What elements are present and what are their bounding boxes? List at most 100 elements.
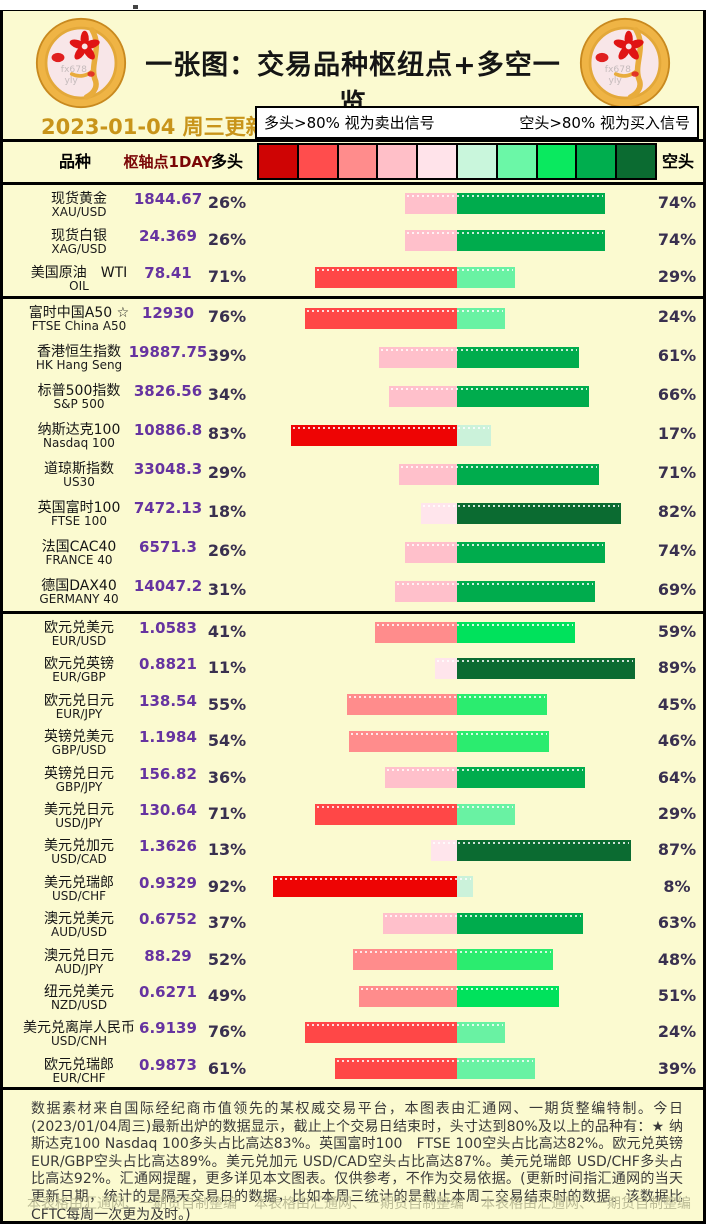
instrument-symbol: XAU/USD xyxy=(51,205,107,219)
instrument-name: 欧元兑美元 xyxy=(44,620,114,636)
long-bar-segment xyxy=(349,730,457,752)
table-row: 香港恒生指数 HK Hang Seng 19887.75 39% 61% xyxy=(3,338,703,377)
instrument-symbol: EUR/GBP xyxy=(52,670,106,685)
short-bar-segment xyxy=(457,581,595,602)
long-percent: 71% xyxy=(207,267,247,286)
short-percent: 46% xyxy=(657,731,697,751)
sentiment-bar xyxy=(405,542,605,563)
short-bar-segment xyxy=(457,347,579,368)
sentiment-bar xyxy=(353,949,553,971)
sentiment-bar xyxy=(395,581,595,602)
column-header-long: 多头 xyxy=(210,152,243,171)
long-percent: 55% xyxy=(207,694,247,714)
instrument-symbol: GBP/JPY xyxy=(55,779,103,794)
long-bar-segment xyxy=(315,267,457,288)
long-bar-segment xyxy=(335,1058,457,1080)
short-percent: 69% xyxy=(657,580,697,599)
long-bar-segment xyxy=(305,1021,457,1043)
short-percent: 63% xyxy=(657,913,697,933)
short-percent: 48% xyxy=(657,949,697,969)
short-bar-segment xyxy=(457,876,473,898)
section-commodities: 现货黄金 XAU/USD 1844.67 26% 74% 现货白银 XAG/USD 24.36… xyxy=(3,185,703,299)
credit-text: 本表格由汇通网、一期货自制整编 xyxy=(481,1196,691,1212)
short-percent: 24% xyxy=(657,1022,697,1042)
short-bar-segment xyxy=(457,503,621,524)
update-date: 2023-01-04 周三更新 xyxy=(41,115,267,139)
column-header-pivot: 枢轴点1DAY xyxy=(123,153,213,171)
short-percent: 66% xyxy=(657,385,697,404)
table-row: 富时中国A50 ☆ FTSE China A50 12930 76% 24% xyxy=(3,299,703,338)
credit-text: 本表格由汇通网、一期货自制整编 xyxy=(254,1196,464,1212)
short-percent: 64% xyxy=(657,767,697,787)
short-bar-segment xyxy=(457,193,605,214)
table-row: 法国CAC40 FRANCE 40 6571.3 26% 74% xyxy=(3,533,703,572)
instrument-name: 欧元兑瑞郎 xyxy=(44,1056,114,1073)
pivot-value: 12930 xyxy=(141,304,195,322)
instrument-name: 富时中国A50 ☆ xyxy=(28,305,130,321)
table-row: 欧元兑英镑 EUR/GBP 0.8821 11% 89% xyxy=(3,650,703,686)
instrument-symbol: AUD/JPY xyxy=(54,961,104,976)
short-percent: 24% xyxy=(657,307,697,326)
long-bar-segment xyxy=(399,464,457,485)
instrument-symbol: EUR/JPY xyxy=(55,706,103,721)
pivot-value: 6571.3 xyxy=(139,538,197,556)
sentiment-bar xyxy=(405,230,605,251)
sentiment-bar xyxy=(315,267,515,288)
table-row: 澳元兑日元 AUD/JPY 88.29 52% 48% xyxy=(3,942,703,978)
long-bar-segment xyxy=(359,985,457,1007)
signal-legend-box: 多头>80% 视为卖出信号 空头>80% 视为买入信号 xyxy=(255,106,699,139)
instrument-symbol: GERMANY 40 xyxy=(39,592,119,606)
sentiment-bar xyxy=(347,694,547,716)
long-bar-segment xyxy=(421,503,457,524)
long-percent: 39% xyxy=(207,346,247,365)
pivot-value: 88.29 xyxy=(144,946,192,965)
table-row: 欧元兑美元 EUR/USD 1.0583 41% 59% xyxy=(3,614,703,650)
short-percent: 17% xyxy=(657,424,697,443)
instrument-name: 纽元兑美元 xyxy=(44,983,114,1000)
instrument-name: 美元兑瑞郎 xyxy=(44,874,114,891)
column-header-short: 空头 xyxy=(661,152,694,171)
short-bar-segment xyxy=(457,1058,535,1080)
long-bar-segment xyxy=(273,876,457,898)
pivot-value: 0.8821 xyxy=(139,655,197,674)
instrument-name: 现货白银 xyxy=(51,228,107,244)
pivot-value: 1.0583 xyxy=(139,619,197,637)
short-percent: 87% xyxy=(657,840,697,860)
sentiment-bar xyxy=(431,840,631,862)
scale-cell xyxy=(418,145,458,178)
scale-cell xyxy=(577,145,618,178)
long-bar-segment xyxy=(395,581,457,602)
pivot-value: 6.9139 xyxy=(139,1019,197,1038)
instrument-symbol: US30 xyxy=(63,475,95,489)
instrument-symbol: EUR/USD xyxy=(51,634,107,648)
long-percent: 18% xyxy=(207,502,247,521)
long-bar-segment xyxy=(405,193,457,214)
sentiment-bar xyxy=(405,193,605,214)
short-percent: 51% xyxy=(657,985,697,1005)
scale-cell xyxy=(259,145,299,178)
section-forex: 欧元兑美元 EUR/USD 1.0583 41% 59% 欧元兑英镑 EUR/GBP 0.88… xyxy=(3,614,703,1091)
sentiment-bar xyxy=(305,308,505,329)
instruments-table: 现货黄金 XAU/USD 1844.67 26% 74% 现货白银 XAG/USD 24.36… xyxy=(3,185,703,1091)
table-row: 美元兑瑞郎 USD/CHF 0.9329 92% 8% xyxy=(3,869,703,905)
gold-coin-flower-icon: fx678 yly xyxy=(35,17,127,109)
long-bar-segment xyxy=(291,425,457,446)
short-bar-segment xyxy=(457,694,547,716)
long-bar-segment xyxy=(385,767,457,789)
short-bar-segment xyxy=(457,267,515,288)
instrument-name: 标普500指数 xyxy=(37,383,121,399)
instrument-name: 美元兑离岸人民币 xyxy=(23,1020,135,1037)
scale-cell xyxy=(497,145,538,178)
table-row: 英镑兑美元 GBP/USD 1.1984 54% 46% xyxy=(3,723,703,759)
long-bar-segment xyxy=(431,840,457,862)
pivot-value: 130.64 xyxy=(139,800,197,819)
instrument-symbol: FRANCE 40 xyxy=(45,553,113,567)
long-percent: 49% xyxy=(207,985,247,1005)
credit-text: 本表格由汇通网、一期货自制整编 xyxy=(27,1196,237,1212)
instrument-symbol: OIL xyxy=(69,279,89,293)
instrument-symbol: EUR/CHF xyxy=(52,1070,106,1085)
instrument-name: 纳斯达克100 xyxy=(37,422,121,438)
instrument-symbol: AUD/USD xyxy=(51,925,107,940)
short-bar-segment xyxy=(457,803,515,825)
short-bar-segment xyxy=(457,912,583,934)
